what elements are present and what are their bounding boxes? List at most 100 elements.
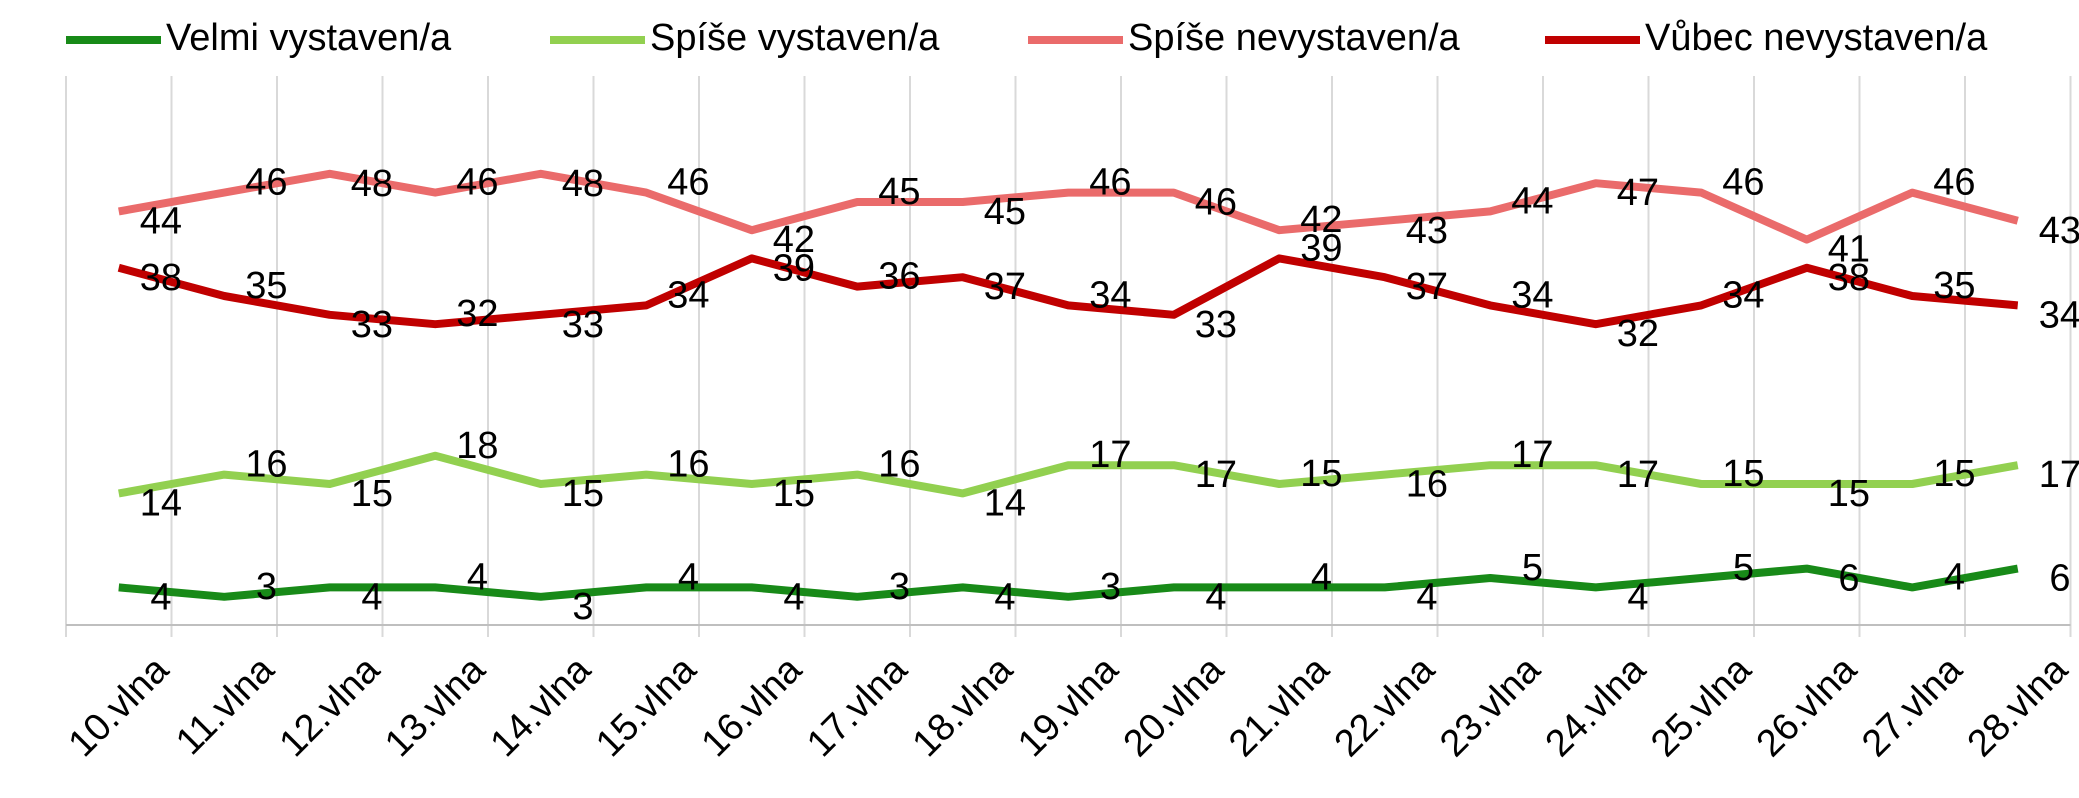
data-label: 34 — [1722, 274, 1764, 316]
data-label: 48 — [562, 163, 604, 205]
data-label: 15 — [773, 473, 815, 515]
legend-item: Vůbec nevystaven/a — [1545, 17, 1988, 59]
data-label: 15 — [562, 473, 604, 515]
data-label: 44 — [140, 200, 182, 242]
x-tick-label: 24.vlna — [1538, 648, 1655, 765]
data-label: 4 — [678, 556, 699, 598]
x-tick-label: 15.vlna — [588, 648, 705, 765]
data-label: 14 — [140, 482, 182, 524]
legend-label: Velmi vystaven/a — [166, 17, 452, 59]
series-line — [118, 451, 2019, 498]
data-label: 4 — [467, 556, 488, 598]
data-label: 4 — [1311, 556, 1332, 598]
legend-item: Spíše vystaven/a — [550, 17, 940, 59]
x-tick-label: 14.vlna — [483, 648, 600, 765]
data-label: 39 — [1300, 227, 1342, 269]
data-label: 45 — [984, 191, 1026, 233]
data-label: 4 — [361, 576, 382, 618]
data-label: 15 — [1300, 453, 1342, 495]
data-label: 4 — [1627, 576, 1648, 618]
x-tick-label: 17.vlna — [799, 648, 916, 765]
data-label: 6 — [2049, 558, 2070, 600]
data-label: 37 — [984, 266, 1026, 308]
data-label: 45 — [878, 171, 920, 213]
data-label: 38 — [1828, 257, 1870, 299]
data-label: 3 — [572, 586, 593, 628]
legend-item: Velmi vystaven/a — [66, 17, 452, 59]
data-label: 3 — [1100, 566, 1121, 608]
data-label: 34 — [667, 274, 709, 316]
data-label: 42 — [773, 219, 815, 261]
data-label: 39 — [773, 247, 815, 289]
data-label: 5 — [1522, 547, 1543, 589]
data-label: 17 — [1511, 434, 1553, 476]
data-label: 46 — [667, 162, 709, 204]
data-label: 34 — [1511, 274, 1553, 316]
data-label: 32 — [1617, 313, 1659, 355]
data-label: 36 — [878, 256, 920, 298]
data-label: 4 — [1944, 556, 1965, 598]
x-tick-label: 23.vlna — [1432, 648, 1549, 765]
data-label: 34 — [1089, 274, 1131, 316]
data-label: 17 — [2039, 454, 2079, 496]
data-label: 35 — [1933, 265, 1975, 307]
series-line — [118, 564, 2019, 601]
data-label: 15 — [1828, 473, 1870, 515]
data-label: 3 — [889, 566, 910, 608]
data-label: 15 — [1722, 453, 1764, 495]
legend-label: Spíše nevystaven/a — [1128, 17, 1461, 59]
data-label: 46 — [245, 162, 287, 204]
data-label: 4 — [150, 576, 171, 618]
data-label: 46 — [456, 162, 498, 204]
data-label: 4 — [1205, 576, 1226, 618]
x-tick-label: 20.vlna — [1116, 648, 1233, 765]
data-label: 17 — [1617, 454, 1659, 496]
x-tick-label: 22.vlna — [1327, 648, 1444, 765]
data-label: 35 — [245, 265, 287, 307]
data-label: 17 — [1195, 454, 1237, 496]
data-label: 42 — [1300, 199, 1342, 241]
data-label: 14 — [984, 482, 1026, 524]
data-label: 15 — [1933, 453, 1975, 495]
data-label: 33 — [562, 304, 604, 346]
x-tick-label: 21.vlna — [1221, 648, 1338, 765]
x-tick-label: 10.vlna — [61, 648, 178, 765]
data-label: 43 — [1406, 210, 1448, 252]
data-label: 4 — [1416, 576, 1437, 618]
data-label: 6 — [1838, 558, 1859, 600]
data-label: 3 — [256, 566, 277, 608]
x-tick-label: 25.vlna — [1643, 648, 1760, 765]
x-tick-label: 11.vlna — [168, 648, 283, 763]
series-line — [118, 169, 2019, 244]
x-tick-label: 28.vlna — [1960, 648, 2077, 765]
data-label: 4 — [994, 576, 1015, 618]
data-label: 5 — [1733, 547, 1754, 589]
data-label: 37 — [1406, 266, 1448, 308]
data-label: 47 — [1617, 172, 1659, 214]
data-label: 33 — [351, 304, 393, 346]
x-tick-label: 12.vlna — [272, 648, 389, 765]
x-tick-label: 26.vlna — [1749, 648, 1866, 765]
data-label: 43 — [2039, 210, 2079, 252]
data-label: 18 — [456, 425, 498, 467]
data-label: 44 — [1511, 180, 1553, 222]
legend-label: Spíše vystaven/a — [650, 17, 940, 59]
data-label: 16 — [667, 444, 709, 486]
data-label: 15 — [351, 473, 393, 515]
data-label: 46 — [1089, 162, 1131, 204]
data-label: 4 — [783, 576, 804, 618]
data-label: 46 — [1722, 162, 1764, 204]
data-label: 46 — [1195, 182, 1237, 224]
data-label: 38 — [140, 257, 182, 299]
x-tick-label: 13.vlna — [377, 648, 494, 765]
x-tick-label: 19.vlna — [1010, 648, 1127, 765]
data-label: 16 — [1406, 464, 1448, 506]
x-tick-label: 16.vlna — [694, 648, 811, 765]
legend-label: Vůbec nevystaven/a — [1645, 17, 1988, 59]
data-label: 48 — [351, 163, 393, 205]
x-tick-label: 27.vlna — [1854, 648, 1971, 765]
data-label: 16 — [878, 444, 920, 486]
data-label: 32 — [456, 293, 498, 335]
data-label: 34 — [2039, 294, 2079, 336]
